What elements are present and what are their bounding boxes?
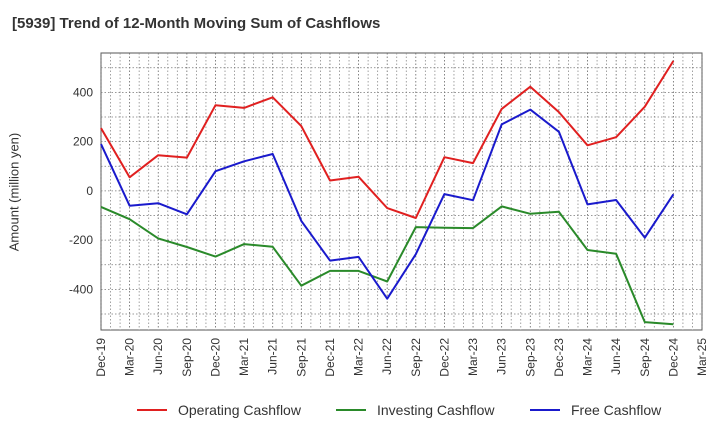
y-tick-label: -400 — [69, 282, 93, 296]
x-tick-label: Sep-24 — [638, 338, 652, 377]
x-tick-label: Sep-23 — [523, 338, 537, 377]
x-tick-label: Jun-22 — [380, 338, 394, 375]
x-tick-label: Dec-19 — [94, 338, 108, 377]
x-tick-label: Jun-24 — [609, 338, 623, 375]
legend-label: Operating Cashflow — [178, 402, 302, 418]
y-tick-label: 0 — [86, 184, 93, 198]
plot-area — [100, 52, 703, 331]
x-tick-label: Sep-21 — [294, 338, 308, 377]
x-tick-label: Mar-22 — [352, 338, 366, 376]
legend-label: Free Cashflow — [571, 402, 662, 418]
y-tick-label: 400 — [73, 85, 93, 99]
x-tick-label: Jun-20 — [151, 338, 165, 375]
x-tick-label: Dec-22 — [437, 338, 451, 377]
x-tick-label: Sep-20 — [180, 338, 194, 377]
x-tick-label: Dec-24 — [666, 338, 680, 377]
y-tick-label: -200 — [69, 233, 93, 247]
x-tick-label: Jun-21 — [266, 338, 280, 375]
series-line-operating-cashflow — [100, 60, 675, 219]
x-tick-label: Mar-24 — [581, 338, 595, 376]
x-tick-label: Mar-25 — [695, 338, 709, 376]
x-tick-label: Mar-21 — [237, 338, 251, 376]
chart-title: [5939] Trend of 12-Month Moving Sum of C… — [12, 15, 381, 32]
x-tick-label: Dec-20 — [208, 338, 222, 377]
x-tick-label: Mar-20 — [123, 338, 137, 376]
y-tick-label: 200 — [73, 135, 93, 149]
series-line-investing-cashflow — [100, 205, 674, 326]
x-tick-label: Dec-23 — [552, 338, 566, 377]
series-line-free-cashflow — [100, 108, 675, 300]
legend-label: Investing Cashflow — [377, 402, 495, 418]
x-tick-label: Jun-23 — [495, 338, 509, 375]
x-tick-label: Dec-21 — [323, 338, 337, 377]
x-tick-label: Mar-23 — [466, 338, 480, 376]
x-tick-label: Sep-22 — [409, 338, 423, 377]
